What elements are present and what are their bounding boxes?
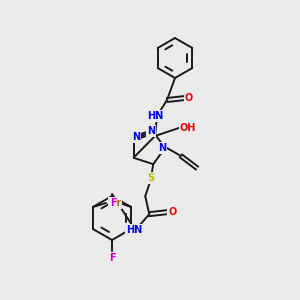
Text: O: O (168, 207, 176, 217)
Text: Br: Br (109, 198, 121, 208)
Text: F: F (110, 198, 116, 208)
Text: N: N (132, 132, 140, 142)
Text: O: O (185, 93, 193, 103)
Text: HN: HN (126, 225, 142, 235)
Text: HN: HN (147, 111, 163, 121)
Text: N: N (158, 143, 166, 153)
Text: S: S (148, 173, 155, 183)
Text: OH: OH (180, 123, 196, 133)
Text: N: N (147, 126, 155, 136)
Text: F: F (109, 253, 115, 263)
